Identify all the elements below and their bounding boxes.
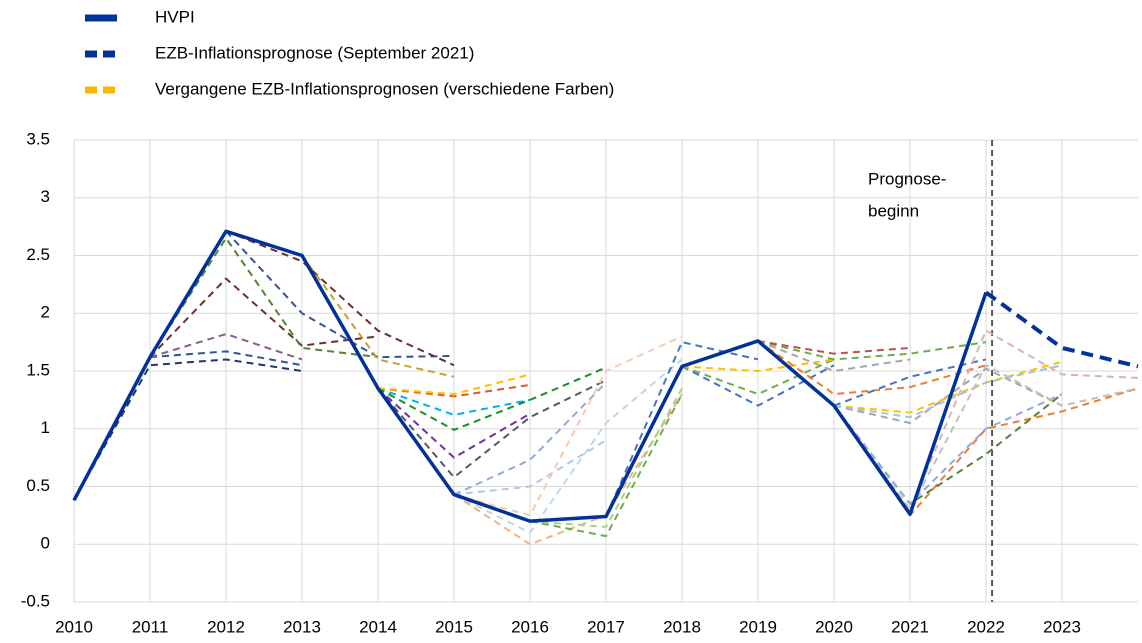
x-tick-label: 2016 bbox=[511, 617, 549, 636]
past-projection-line bbox=[377, 379, 607, 479]
x-tick-label: 2022 bbox=[967, 617, 1005, 636]
legend-label: Vergangene EZB-Inflationsprognosen (vers… bbox=[155, 79, 614, 98]
y-tick-label: 3 bbox=[41, 187, 50, 206]
past-projection-line bbox=[453, 393, 683, 546]
x-tick-label: 2012 bbox=[207, 617, 245, 636]
past-projection-line bbox=[225, 230, 455, 367]
past-projection-line bbox=[453, 358, 683, 534]
past-projection-line bbox=[73, 358, 303, 501]
annotation: Prognose- bbox=[868, 169, 946, 188]
past-projection-line bbox=[681, 358, 835, 396]
past-projection-line bbox=[453, 381, 607, 496]
y-tick-label: 1.5 bbox=[26, 360, 50, 379]
past-projection-line bbox=[377, 373, 531, 396]
past-projection-line bbox=[757, 339, 987, 361]
past-projection-line bbox=[833, 393, 1063, 505]
y-tick-label: 2.5 bbox=[26, 245, 50, 264]
x-tick-label: 2014 bbox=[359, 617, 397, 636]
y-tick-label: 0.5 bbox=[26, 476, 50, 495]
past-projection-line bbox=[833, 364, 1063, 419]
past-projection-line bbox=[833, 367, 1063, 424]
past-projection-line bbox=[149, 350, 303, 367]
past-projection-line bbox=[605, 341, 759, 517]
x-tick-label: 2019 bbox=[739, 617, 777, 636]
x-tick-label: 2011 bbox=[132, 617, 169, 636]
y-tick-label: -0.5 bbox=[21, 591, 50, 610]
past-projection-line bbox=[757, 339, 911, 355]
past-projection-line bbox=[377, 366, 607, 431]
past-projection-line bbox=[453, 335, 683, 517]
x-tick-label: 2018 bbox=[663, 617, 701, 636]
y-tick-label: 2 bbox=[41, 303, 50, 322]
past-projection-line bbox=[833, 360, 1063, 414]
past-projection-line bbox=[529, 393, 683, 538]
x-tick-label: 2020 bbox=[815, 617, 853, 636]
x-tick-label: 2021 bbox=[891, 617, 929, 636]
x-tick-label: 2010 bbox=[55, 617, 93, 636]
past-projection-line bbox=[377, 387, 531, 416]
past-projection-line bbox=[453, 439, 607, 496]
past-projection-line bbox=[757, 340, 911, 372]
past-projection-line bbox=[149, 277, 379, 358]
past-projection-line bbox=[681, 364, 835, 407]
hvpi-line bbox=[72, 229, 988, 523]
y-tick-label: 1 bbox=[41, 418, 50, 437]
past-projection-line bbox=[529, 387, 683, 528]
y-tick-label: 3.5 bbox=[26, 129, 50, 148]
past-projection-line bbox=[833, 364, 1139, 511]
past-projection-line bbox=[149, 237, 379, 359]
x-tick-label: 2013 bbox=[283, 617, 321, 636]
past-projection-line bbox=[149, 333, 303, 361]
y-tick-label: 0 bbox=[41, 534, 50, 553]
past-projection-line bbox=[681, 358, 835, 372]
x-tick-label: 2017 bbox=[587, 617, 625, 636]
annotation: beginn bbox=[868, 201, 919, 220]
past-projection-line bbox=[377, 387, 531, 459]
past-projection-line bbox=[757, 340, 987, 396]
x-tick-label: 2023 bbox=[1043, 617, 1081, 636]
past-projection-line bbox=[301, 254, 455, 378]
legend-label: HVPI bbox=[155, 7, 195, 26]
legend-label: EZB-Inflationsprognose (September 2021) bbox=[155, 43, 474, 62]
x-tick-label: 2015 bbox=[435, 617, 473, 636]
